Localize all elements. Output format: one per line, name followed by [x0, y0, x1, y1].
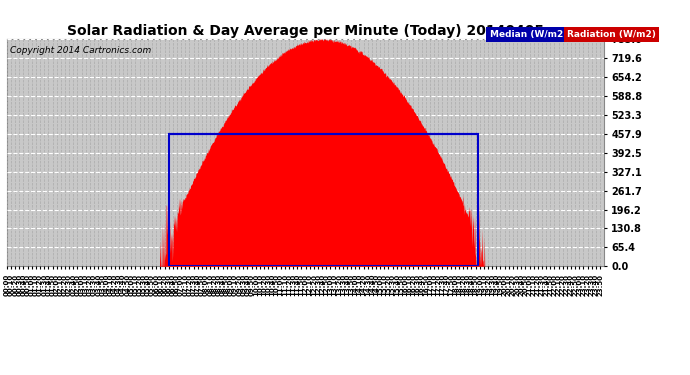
Title: Solar Radiation & Day Average per Minute (Today) 20140405: Solar Radiation & Day Average per Minute… — [67, 24, 544, 38]
Text: Median (W/m2): Median (W/m2) — [490, 30, 567, 39]
Text: Radiation (W/m2): Radiation (W/m2) — [567, 30, 656, 39]
Text: Copyright 2014 Cartronics.com: Copyright 2014 Cartronics.com — [10, 46, 151, 55]
Bar — [168, 134, 477, 266]
